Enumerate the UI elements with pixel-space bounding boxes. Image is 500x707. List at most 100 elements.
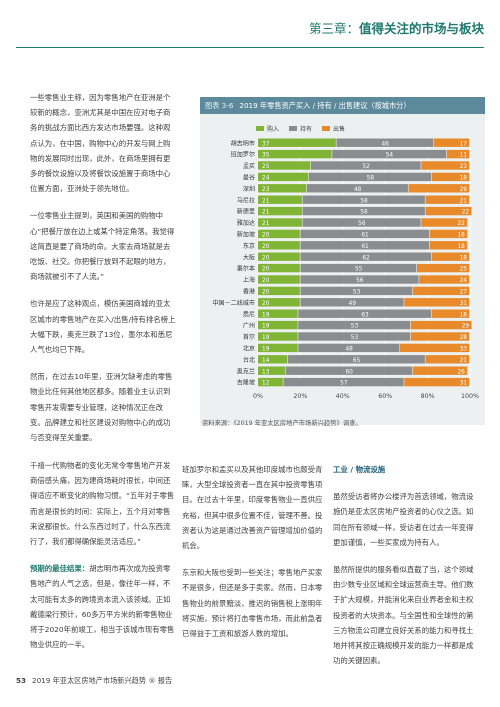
bar-value-label: 11 [460, 153, 468, 159]
bar-value-label: 49 [349, 301, 357, 307]
legend-swatch [289, 126, 298, 131]
legend-buy: 购入 [256, 124, 279, 133]
bar-value-label: 31 [460, 381, 468, 387]
bar-segment [300, 252, 432, 261]
bar-value-label: 29 [462, 324, 470, 330]
bar-value-label: 21 [460, 198, 468, 204]
chapter-label: 第三章： [308, 21, 359, 36]
category-label: 马尼拉 [237, 196, 255, 204]
paragraph: 预期的最佳结果：胡志明市再次成为投资零售地产的人气之选，但是，像往年一样，不太可… [30, 561, 177, 652]
category-label: 胡志明市 [231, 139, 255, 147]
bar-value-label: 60 [345, 369, 353, 375]
left-column-bottom: 千禧一代购物者的变化无常令零售地产开发商倍感头痛，因为建商场耗时很长，中间还得适… [30, 458, 177, 664]
bar-segment [258, 286, 300, 296]
paragraph: 也许是应了这种观点，模仿美国商城的亚太区城市的零售地产在买入/出售/持有排名榜上… [30, 299, 176, 355]
category-label: 班加罗尔 [231, 151, 255, 159]
bar-value-label: 55 [355, 267, 363, 273]
bar-segment [300, 286, 413, 296]
bar-segment [400, 343, 470, 353]
bar-value-label: 20 [262, 244, 270, 250]
bar-value-label: 56 [356, 278, 364, 284]
bar-segment [283, 377, 404, 387]
bar-value-label: 21 [262, 198, 270, 204]
bar-value-label: 58 [367, 176, 375, 182]
bar-segment [410, 320, 472, 330]
bar-value-label: 14 [262, 358, 270, 364]
stacked-bar-chart: 0% 20% 40% 60% 80% 100% 胡志明市 37 46 17 班加罗尔 35 54 11 孟买… [212, 137, 479, 400]
bar-value-label: 19 [262, 312, 270, 318]
category-label: 香港 [243, 288, 255, 296]
category-label: 广州 [243, 322, 255, 330]
bar-value-label: 22 [462, 210, 470, 216]
bar-segment [258, 229, 300, 239]
bar-segment [258, 241, 300, 250]
bar-segment [258, 298, 300, 307]
bar-value-label: 23 [262, 187, 270, 193]
bar-value-label: 25 [262, 164, 270, 170]
header-rule [16, 47, 484, 48]
bar-value-label: 48 [354, 187, 362, 193]
bar-segment [421, 161, 470, 170]
bar-segment [410, 332, 470, 341]
bar-segment [412, 286, 470, 296]
bar-segment [404, 298, 470, 307]
bar-value-label: 22 [457, 221, 465, 227]
bar-value-label: 56 [358, 221, 366, 227]
bar-value-label: 17 [460, 141, 468, 147]
bar-segment [258, 366, 285, 375]
paragraph: 班加罗尔和孟买以及其他印度城市也颇受青睐，大型全球投资者一直在其中投资零售项目。… [182, 465, 323, 551]
bar-value-label: 18 [460, 255, 468, 261]
bar-segment [258, 161, 311, 170]
bar-segment [258, 149, 332, 159]
outlook-body: 胡志明市再次成为投资零售地产的人气之选，但是，像往年一样，不太可能有太多的跨境资… [30, 564, 175, 650]
bar-segment [425, 355, 470, 364]
bar-value-label: 18 [457, 244, 465, 250]
bar-value-label: 65 [353, 358, 361, 364]
bar-value-label: 18 [457, 233, 465, 239]
bar-segment [258, 218, 302, 227]
paragraph: 东京和大阪也受到一些关注；零售地产买家不是很多，但还是多于卖家。然而，日本零售物… [182, 568, 323, 639]
paragraph: 虽然受访者将办公楼评为首选领域，物流设施仍是亚太区房地产投资者的心仪之选。如同在… [333, 492, 474, 547]
bar-segment [300, 263, 417, 273]
bar-value-label: 20 [262, 255, 270, 261]
bar-segment [258, 343, 298, 353]
category-label: 奥克兰 [237, 367, 255, 375]
bar-value-label: 63 [361, 312, 369, 318]
paragraph: 然而，在过去10年里，亚洲欠缺考虑的零售物业比任何其他地区都多。随着业主认识到零… [30, 372, 173, 443]
bar-segment [412, 366, 468, 375]
category-label: 曼谷 [243, 174, 255, 182]
bar-value-label: 19 [262, 335, 270, 341]
bar-value-label: 20 [262, 267, 270, 273]
bar-value-label: 18 [460, 312, 468, 318]
bar-value-label: 24 [262, 176, 270, 182]
bar-segment [419, 275, 470, 284]
bar-value-label: 53 [351, 335, 359, 341]
bar-segment [300, 229, 430, 239]
bar-segment [300, 275, 419, 284]
bar-value-label: 21 [262, 210, 270, 216]
paragraph: 虽然所提供的服务看似直截了当，这个领域由少数专业区域和全球运营商主导。他们数于扩… [333, 565, 474, 666]
bar-value-label: 58 [360, 210, 368, 216]
page-header-title: 第三章：值得关注的市场与板块 [309, 18, 484, 37]
bar-segment [431, 252, 470, 261]
bar-value-label: 31 [460, 301, 468, 307]
chapter-title: 值得关注的市场与板块 [358, 21, 484, 36]
x-tick-label: 100% [461, 393, 479, 400]
page-footer: 53 2019 年亚太区房地产市场新兴趋势 ® 报告 [16, 676, 172, 686]
figure-panel: 图表 3-6 2019 年零售资产买入 / 持有 / 出售建议（按城市分） 购入 … [200, 97, 485, 425]
bar-segment [429, 241, 468, 250]
bar-segment [298, 309, 432, 318]
bar-segment [306, 184, 408, 193]
bar-segment [431, 309, 470, 318]
legend-label: 购入 [267, 126, 280, 133]
figure-source: 资料来源：《2019 年亚太区房地产市场新兴趋势》调查。 [202, 420, 362, 427]
bar-value-label: 20 [262, 278, 270, 284]
legend-swatch [322, 126, 331, 131]
bar-segment [258, 377, 283, 387]
legend-label: 出售 [333, 126, 346, 133]
category-label: 深圳 [243, 185, 255, 193]
page-number: 53 [16, 676, 27, 685]
figure-title-bar: 图表 3-6 2019 年零售资产买入 / 持有 / 出售建议（按城市分） [200, 97, 485, 114]
bar-segment [429, 229, 468, 239]
footer-text: 2019 年亚太区房地产市场新兴趋势 ® 报告 [32, 676, 173, 685]
